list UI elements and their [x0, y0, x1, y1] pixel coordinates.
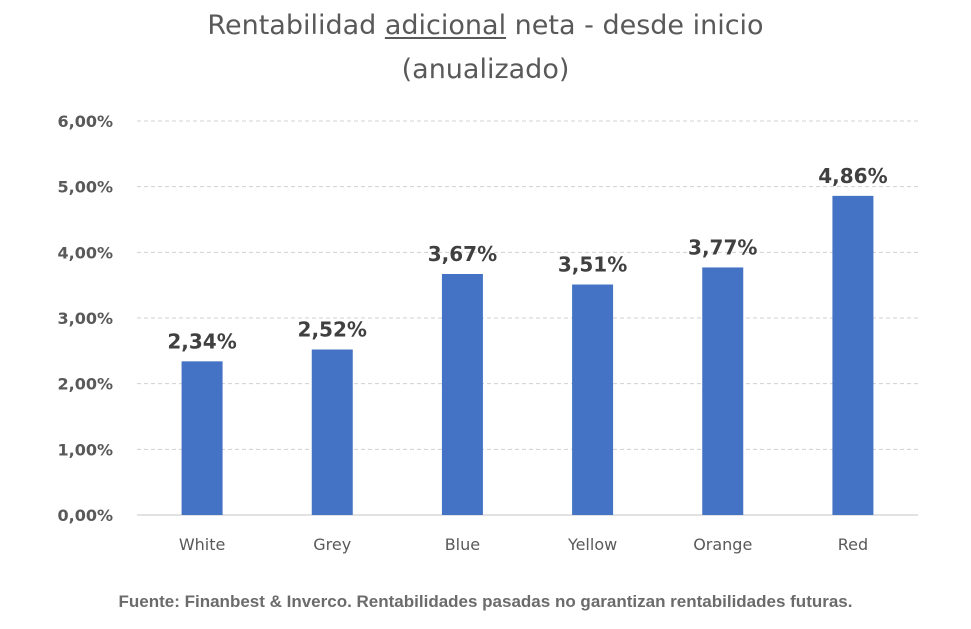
- bar: [181, 361, 223, 515]
- bar: [441, 274, 483, 515]
- bar: [572, 284, 614, 515]
- bar: [311, 349, 353, 515]
- x-tick-label: Red: [838, 535, 868, 554]
- bar: [832, 195, 874, 516]
- data-label: 4,86%: [818, 164, 887, 188]
- chart-title: Rentabilidad adicional neta - desde inic…: [0, 10, 971, 41]
- data-label: 2,52%: [298, 318, 367, 342]
- y-tick-label: 5,00%: [57, 178, 113, 197]
- data-label: 3,77%: [688, 235, 757, 259]
- y-tick-label: 6,00%: [57, 112, 113, 131]
- y-tick-label: 0,00%: [57, 506, 113, 525]
- y-tick-label: 2,00%: [57, 375, 113, 394]
- y-tick-label: 3,00%: [57, 309, 113, 328]
- title-underlined-part: adicional: [384, 10, 507, 41]
- bar: [702, 267, 744, 515]
- chart-subtitle: (anualizado): [401, 54, 570, 85]
- title-part: neta - desde inicio: [506, 10, 764, 41]
- x-tick-label: White: [179, 535, 226, 554]
- source-footnote: Fuente: Finanbest & Inverco. Rentabilida…: [118, 592, 853, 611]
- x-tick-label: Orange: [693, 535, 752, 554]
- data-label: 3,67%: [428, 242, 497, 266]
- data-label: 2,34%: [167, 329, 236, 353]
- x-tick-label: Blue: [445, 535, 480, 554]
- title-part: Rentabilidad: [207, 10, 385, 41]
- data-label: 3,51%: [558, 253, 627, 277]
- x-tick-label: Grey: [313, 535, 351, 554]
- y-tick-label: 1,00%: [57, 440, 113, 459]
- y-tick-label: 4,00%: [57, 243, 113, 262]
- x-tick-label: Yellow: [567, 535, 617, 554]
